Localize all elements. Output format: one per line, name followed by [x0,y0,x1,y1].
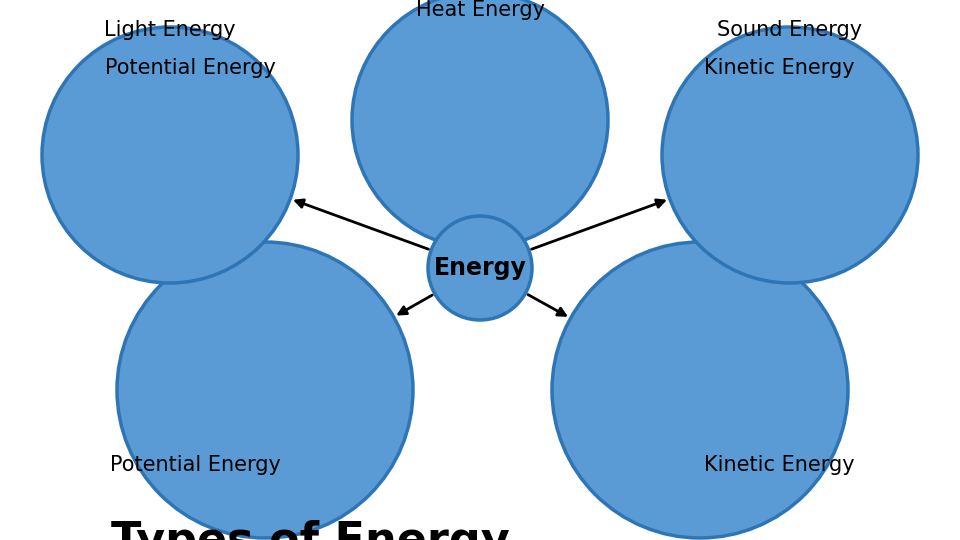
Circle shape [552,242,848,538]
Text: Sound Energy: Sound Energy [717,20,863,40]
Text: Kinetic Energy: Kinetic Energy [705,455,855,475]
Text: Potential Energy: Potential Energy [105,58,276,78]
Circle shape [352,0,608,248]
Text: Light Energy: Light Energy [105,20,236,40]
Text: Energy: Energy [434,256,526,280]
Text: Heat Energy: Heat Energy [416,0,544,20]
Circle shape [117,242,413,538]
Circle shape [428,216,532,320]
Text: Potential Energy: Potential Energy [110,455,281,475]
Text: Kinetic Energy: Kinetic Energy [705,58,855,78]
Text: Types of Energy: Types of Energy [110,520,510,540]
Circle shape [42,27,298,283]
Circle shape [662,27,918,283]
